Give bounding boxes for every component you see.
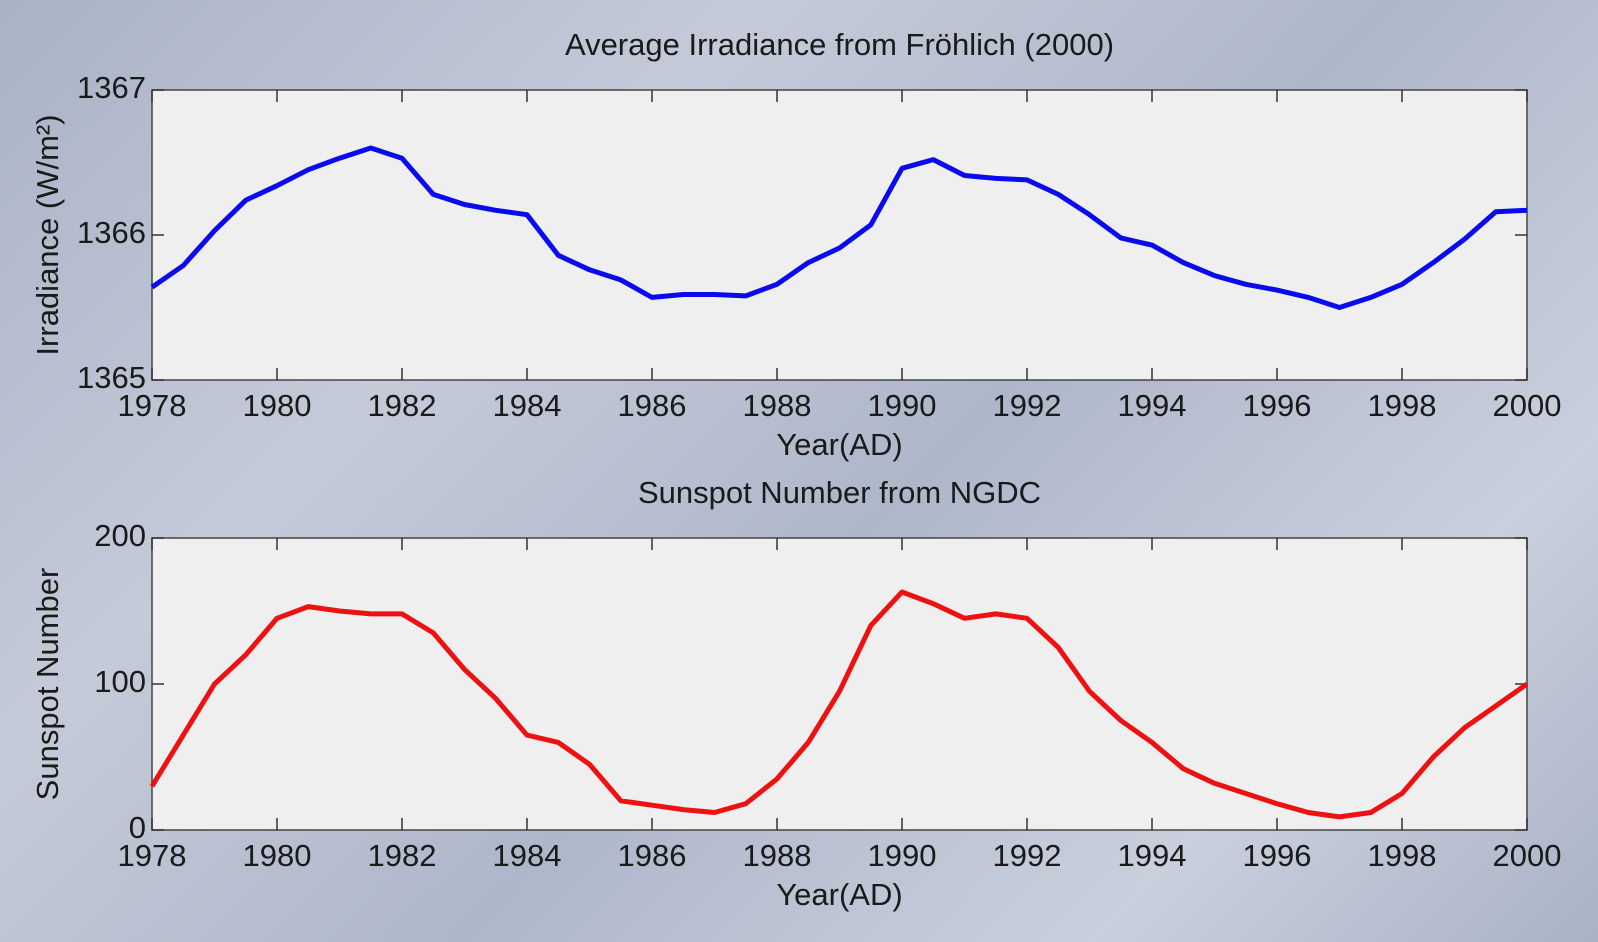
x-tick-label: 1988	[743, 838, 812, 873]
y-axis-label: Irradiance (W/m²)	[30, 114, 65, 355]
y-tick-label: 200	[94, 518, 146, 553]
y-tick-label: 1365	[77, 360, 146, 395]
x-tick-label: 2000	[1493, 838, 1562, 873]
x-tick-label: 1992	[993, 838, 1062, 873]
y-tick-label: 100	[94, 664, 146, 699]
x-tick-label: 1998	[1368, 838, 1437, 873]
data-line	[150, 145, 1528, 310]
x-tick-label: 1996	[1243, 838, 1312, 873]
chart-title: Average Irradiance from Fröhlich (2000)	[565, 27, 1114, 62]
y-tick-label: 1367	[77, 70, 146, 105]
plot-area	[151, 89, 1528, 381]
x-tick-label: 1978	[118, 388, 187, 423]
chart-title: Sunspot Number from NGDC	[638, 475, 1041, 510]
x-tick-label: 1984	[493, 838, 562, 873]
x-tick-label: 1986	[618, 838, 687, 873]
x-tick-label: 1980	[243, 838, 312, 873]
y-tick-label: 1366	[77, 215, 146, 250]
x-tick-label: 1990	[868, 388, 937, 423]
y-axis-label: Sunspot Number	[30, 568, 65, 801]
x-tick-label: 1990	[868, 838, 937, 873]
x-axis-label: Year(AD)	[776, 427, 902, 462]
x-tick-label: 2000	[1493, 388, 1562, 423]
data-line	[149, 589, 1529, 820]
x-tick-label: 1978	[118, 838, 187, 873]
x-axis-label: Year(AD)	[776, 877, 902, 912]
x-tick-label: 1994	[1118, 388, 1187, 423]
x-tick-label: 1996	[1243, 388, 1312, 423]
x-tick-label: 1988	[743, 388, 812, 423]
x-tick-label: 1984	[493, 388, 562, 423]
x-tick-label: 1982	[368, 388, 437, 423]
x-tick-label: 1994	[1118, 838, 1187, 873]
x-tick-label: 1986	[618, 388, 687, 423]
y-tick-label: 0	[129, 810, 146, 845]
x-tick-label: 1998	[1368, 388, 1437, 423]
x-tick-label: 1992	[993, 388, 1062, 423]
x-tick-label: 1982	[368, 838, 437, 873]
x-tick-label: 1980	[243, 388, 312, 423]
plot-area	[151, 537, 1528, 831]
